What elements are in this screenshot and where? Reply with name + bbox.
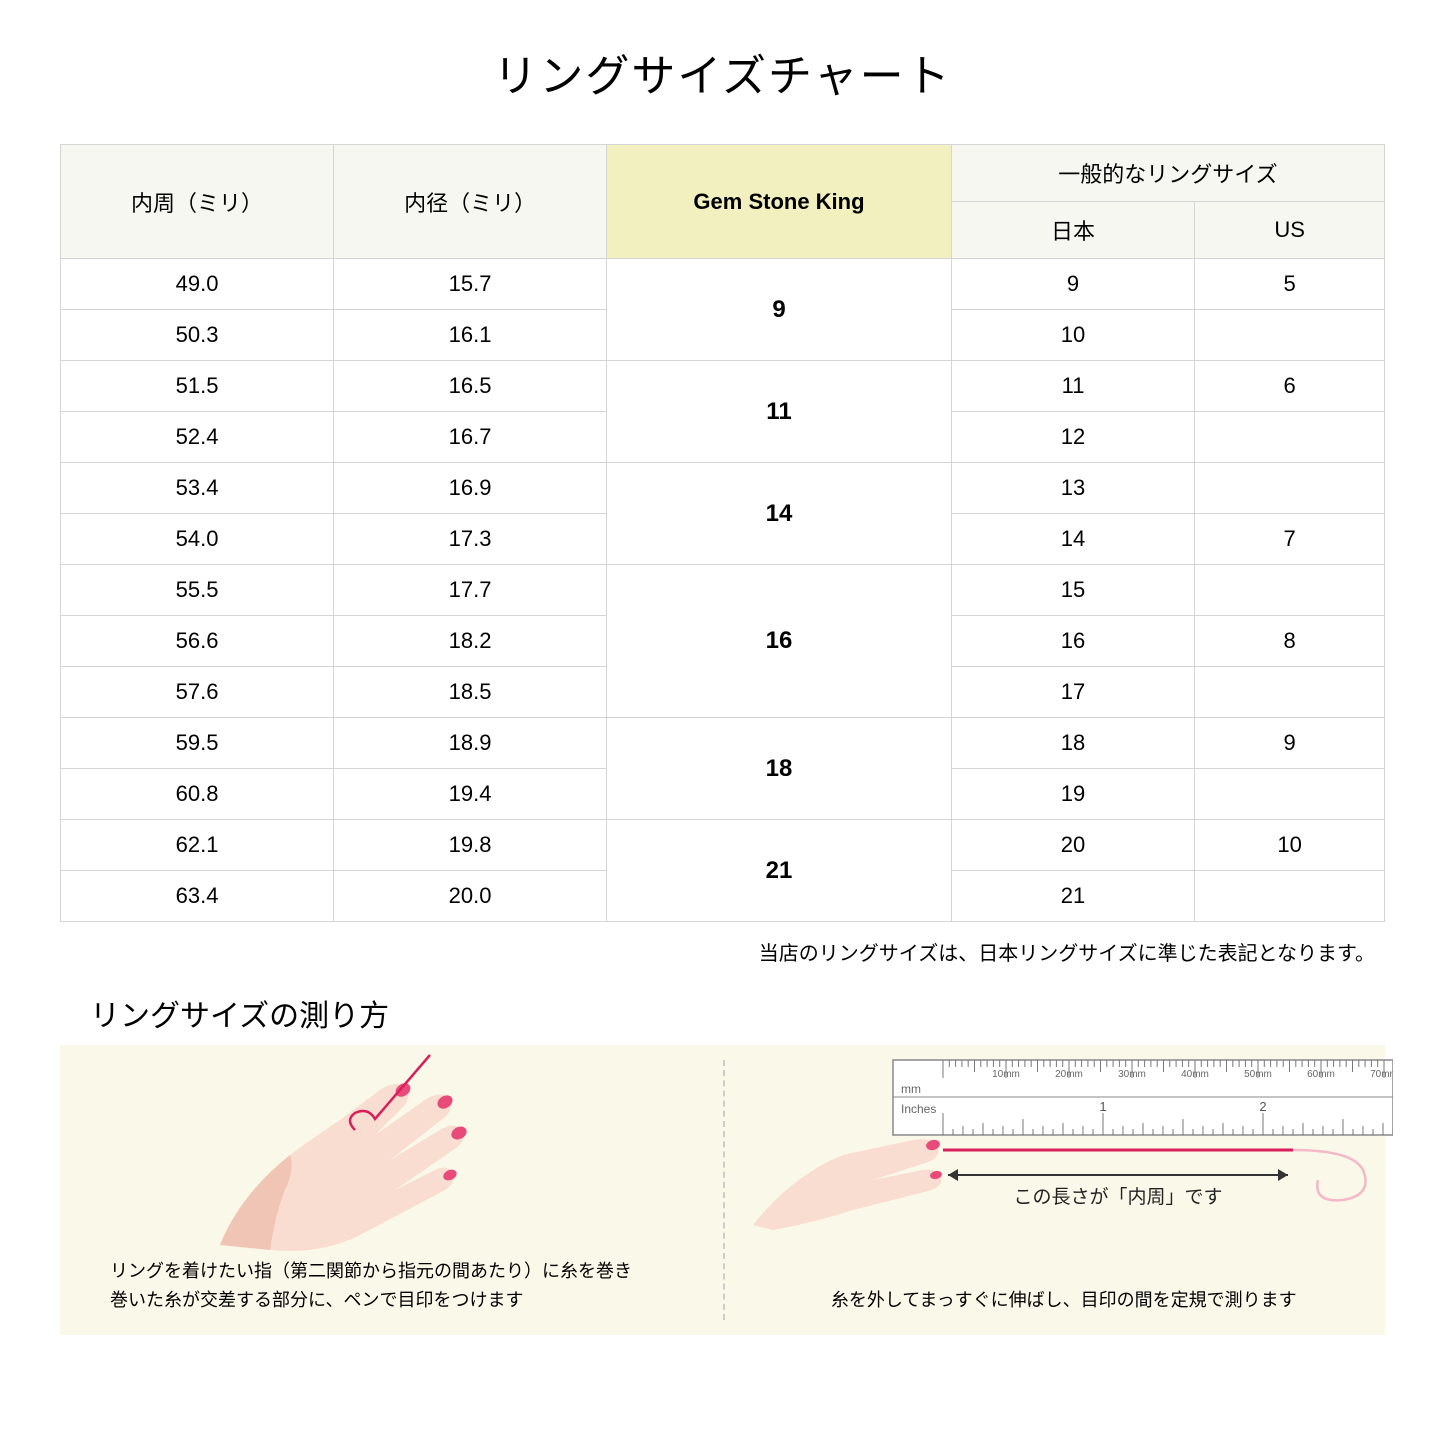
header-circumference: 内周（ミリ） — [61, 145, 334, 259]
cell-japan: 12 — [951, 412, 1194, 463]
table-row: 53.416.91413 — [61, 463, 1385, 514]
svg-text:40mm: 40mm — [1181, 1069, 1209, 1080]
cell-japan: 10 — [951, 310, 1194, 361]
table-row: 62.119.8212010 — [61, 820, 1385, 871]
cell-diameter: 18.2 — [334, 616, 607, 667]
cell-gsk: 16 — [607, 565, 952, 718]
cell-diameter: 19.4 — [334, 769, 607, 820]
cell-us: 10 — [1195, 820, 1385, 871]
cell-circumference: 63.4 — [61, 871, 334, 922]
ruler-illustration: mm Inches 10mm 20mm 30mm 40mm 50mm 60mm 70mm 1… — [753, 1045, 1393, 1245]
instruction-right-panel: mm Inches 10mm20mm30mm40mm50mm60mm70mm 1… — [723, 1045, 1386, 1335]
instruction-right-text: 糸を外してまっすぐに伸ばし、目印の間を定規で測ります — [783, 1286, 1346, 1315]
cell-us — [1195, 412, 1385, 463]
cell-japan: 11 — [951, 361, 1194, 412]
cell-japan: 17 — [951, 667, 1194, 718]
cell-us: 8 — [1195, 616, 1385, 667]
table-row: 51.516.511116 — [61, 361, 1385, 412]
size-chart-table: 内周（ミリ） 内径（ミリ） Gem Stone King 一般的なリングサイズ … — [60, 144, 1385, 922]
table-row: 59.518.918189 — [61, 718, 1385, 769]
table-row: 49.015.7995 — [61, 259, 1385, 310]
cell-japan: 18 — [951, 718, 1194, 769]
cell-japan: 16 — [951, 616, 1194, 667]
cell-diameter: 17.7 — [334, 565, 607, 616]
ruler-mm-label: mm — [901, 1082, 921, 1096]
svg-text:1: 1 — [1099, 1099, 1106, 1114]
svg-text:30mm: 30mm — [1118, 1069, 1146, 1080]
header-gsk: Gem Stone King — [607, 145, 952, 259]
cell-japan: 20 — [951, 820, 1194, 871]
measure-label: この長さが「内周」です — [1013, 1186, 1222, 1208]
cell-japan: 13 — [951, 463, 1194, 514]
hand-wrap-illustration — [180, 1045, 560, 1255]
cell-circumference: 55.5 — [61, 565, 334, 616]
cell-diameter: 16.7 — [334, 412, 607, 463]
cell-gsk: 21 — [607, 820, 952, 922]
cell-japan: 9 — [951, 259, 1194, 310]
cell-diameter: 18.5 — [334, 667, 607, 718]
cell-us — [1195, 667, 1385, 718]
cell-circumference: 60.8 — [61, 769, 334, 820]
cell-diameter: 15.7 — [334, 259, 607, 310]
instruction-left-text: リングを着けたい指（第二関節から指元の間あたり）に糸を巻き巻いた糸が交差する部分… — [110, 1257, 693, 1315]
svg-text:10mm: 10mm — [992, 1069, 1020, 1080]
cell-diameter: 19.8 — [334, 820, 607, 871]
cell-diameter: 20.0 — [334, 871, 607, 922]
cell-diameter: 16.1 — [334, 310, 607, 361]
cell-diameter: 18.9 — [334, 718, 607, 769]
table-note: 当店のリングサイズは、日本リングサイズに準じた表記となります。 — [60, 937, 1375, 966]
cell-us: 9 — [1195, 718, 1385, 769]
cell-circumference: 62.1 — [61, 820, 334, 871]
cell-japan: 21 — [951, 871, 1194, 922]
instructions-title: リングサイズの測り方 — [90, 991, 1385, 1035]
cell-japan: 19 — [951, 769, 1194, 820]
cell-diameter: 17.3 — [334, 514, 607, 565]
cell-diameter: 16.5 — [334, 361, 607, 412]
cell-gsk: 9 — [607, 259, 952, 361]
svg-text:70mm: 70mm — [1370, 1069, 1393, 1080]
cell-us — [1195, 310, 1385, 361]
header-us: US — [1195, 202, 1385, 259]
cell-circumference: 59.5 — [61, 718, 334, 769]
cell-gsk: 18 — [607, 718, 952, 820]
ruler-inches-label: Inches — [901, 1102, 936, 1116]
cell-gsk: 14 — [607, 463, 952, 565]
header-diameter: 内径（ミリ） — [334, 145, 607, 259]
cell-us: 5 — [1195, 259, 1385, 310]
cell-circumference: 57.6 — [61, 667, 334, 718]
table-row: 55.517.71615 — [61, 565, 1385, 616]
cell-japan: 15 — [951, 565, 1194, 616]
cell-circumference: 49.0 — [61, 259, 334, 310]
svg-text:20mm: 20mm — [1055, 1069, 1083, 1080]
cell-circumference: 51.5 — [61, 361, 334, 412]
cell-us — [1195, 565, 1385, 616]
svg-text:60mm: 60mm — [1307, 1069, 1335, 1080]
instruction-left-panel: リングを着けたい指（第二関節から指元の間あたり）に糸を巻き巻いた糸が交差する部分… — [60, 1045, 723, 1335]
cell-us: 6 — [1195, 361, 1385, 412]
cell-us — [1195, 871, 1385, 922]
cell-gsk: 11 — [607, 361, 952, 463]
cell-us — [1195, 463, 1385, 514]
svg-text:50mm: 50mm — [1244, 1069, 1272, 1080]
instructions-panel: リングを着けたい指（第二関節から指元の間あたり）に糸を巻き巻いた糸が交差する部分… — [60, 1045, 1385, 1335]
cell-circumference: 53.4 — [61, 463, 334, 514]
header-japan: 日本 — [951, 202, 1194, 259]
cell-circumference: 52.4 — [61, 412, 334, 463]
cell-japan: 14 — [951, 514, 1194, 565]
cell-circumference: 56.6 — [61, 616, 334, 667]
page-title: リングサイズチャート — [60, 40, 1385, 104]
cell-circumference: 54.0 — [61, 514, 334, 565]
header-general: 一般的なリングサイズ — [951, 145, 1384, 202]
svg-text:2: 2 — [1259, 1099, 1266, 1114]
cell-diameter: 16.9 — [334, 463, 607, 514]
cell-circumference: 50.3 — [61, 310, 334, 361]
cell-us: 7 — [1195, 514, 1385, 565]
cell-us — [1195, 769, 1385, 820]
